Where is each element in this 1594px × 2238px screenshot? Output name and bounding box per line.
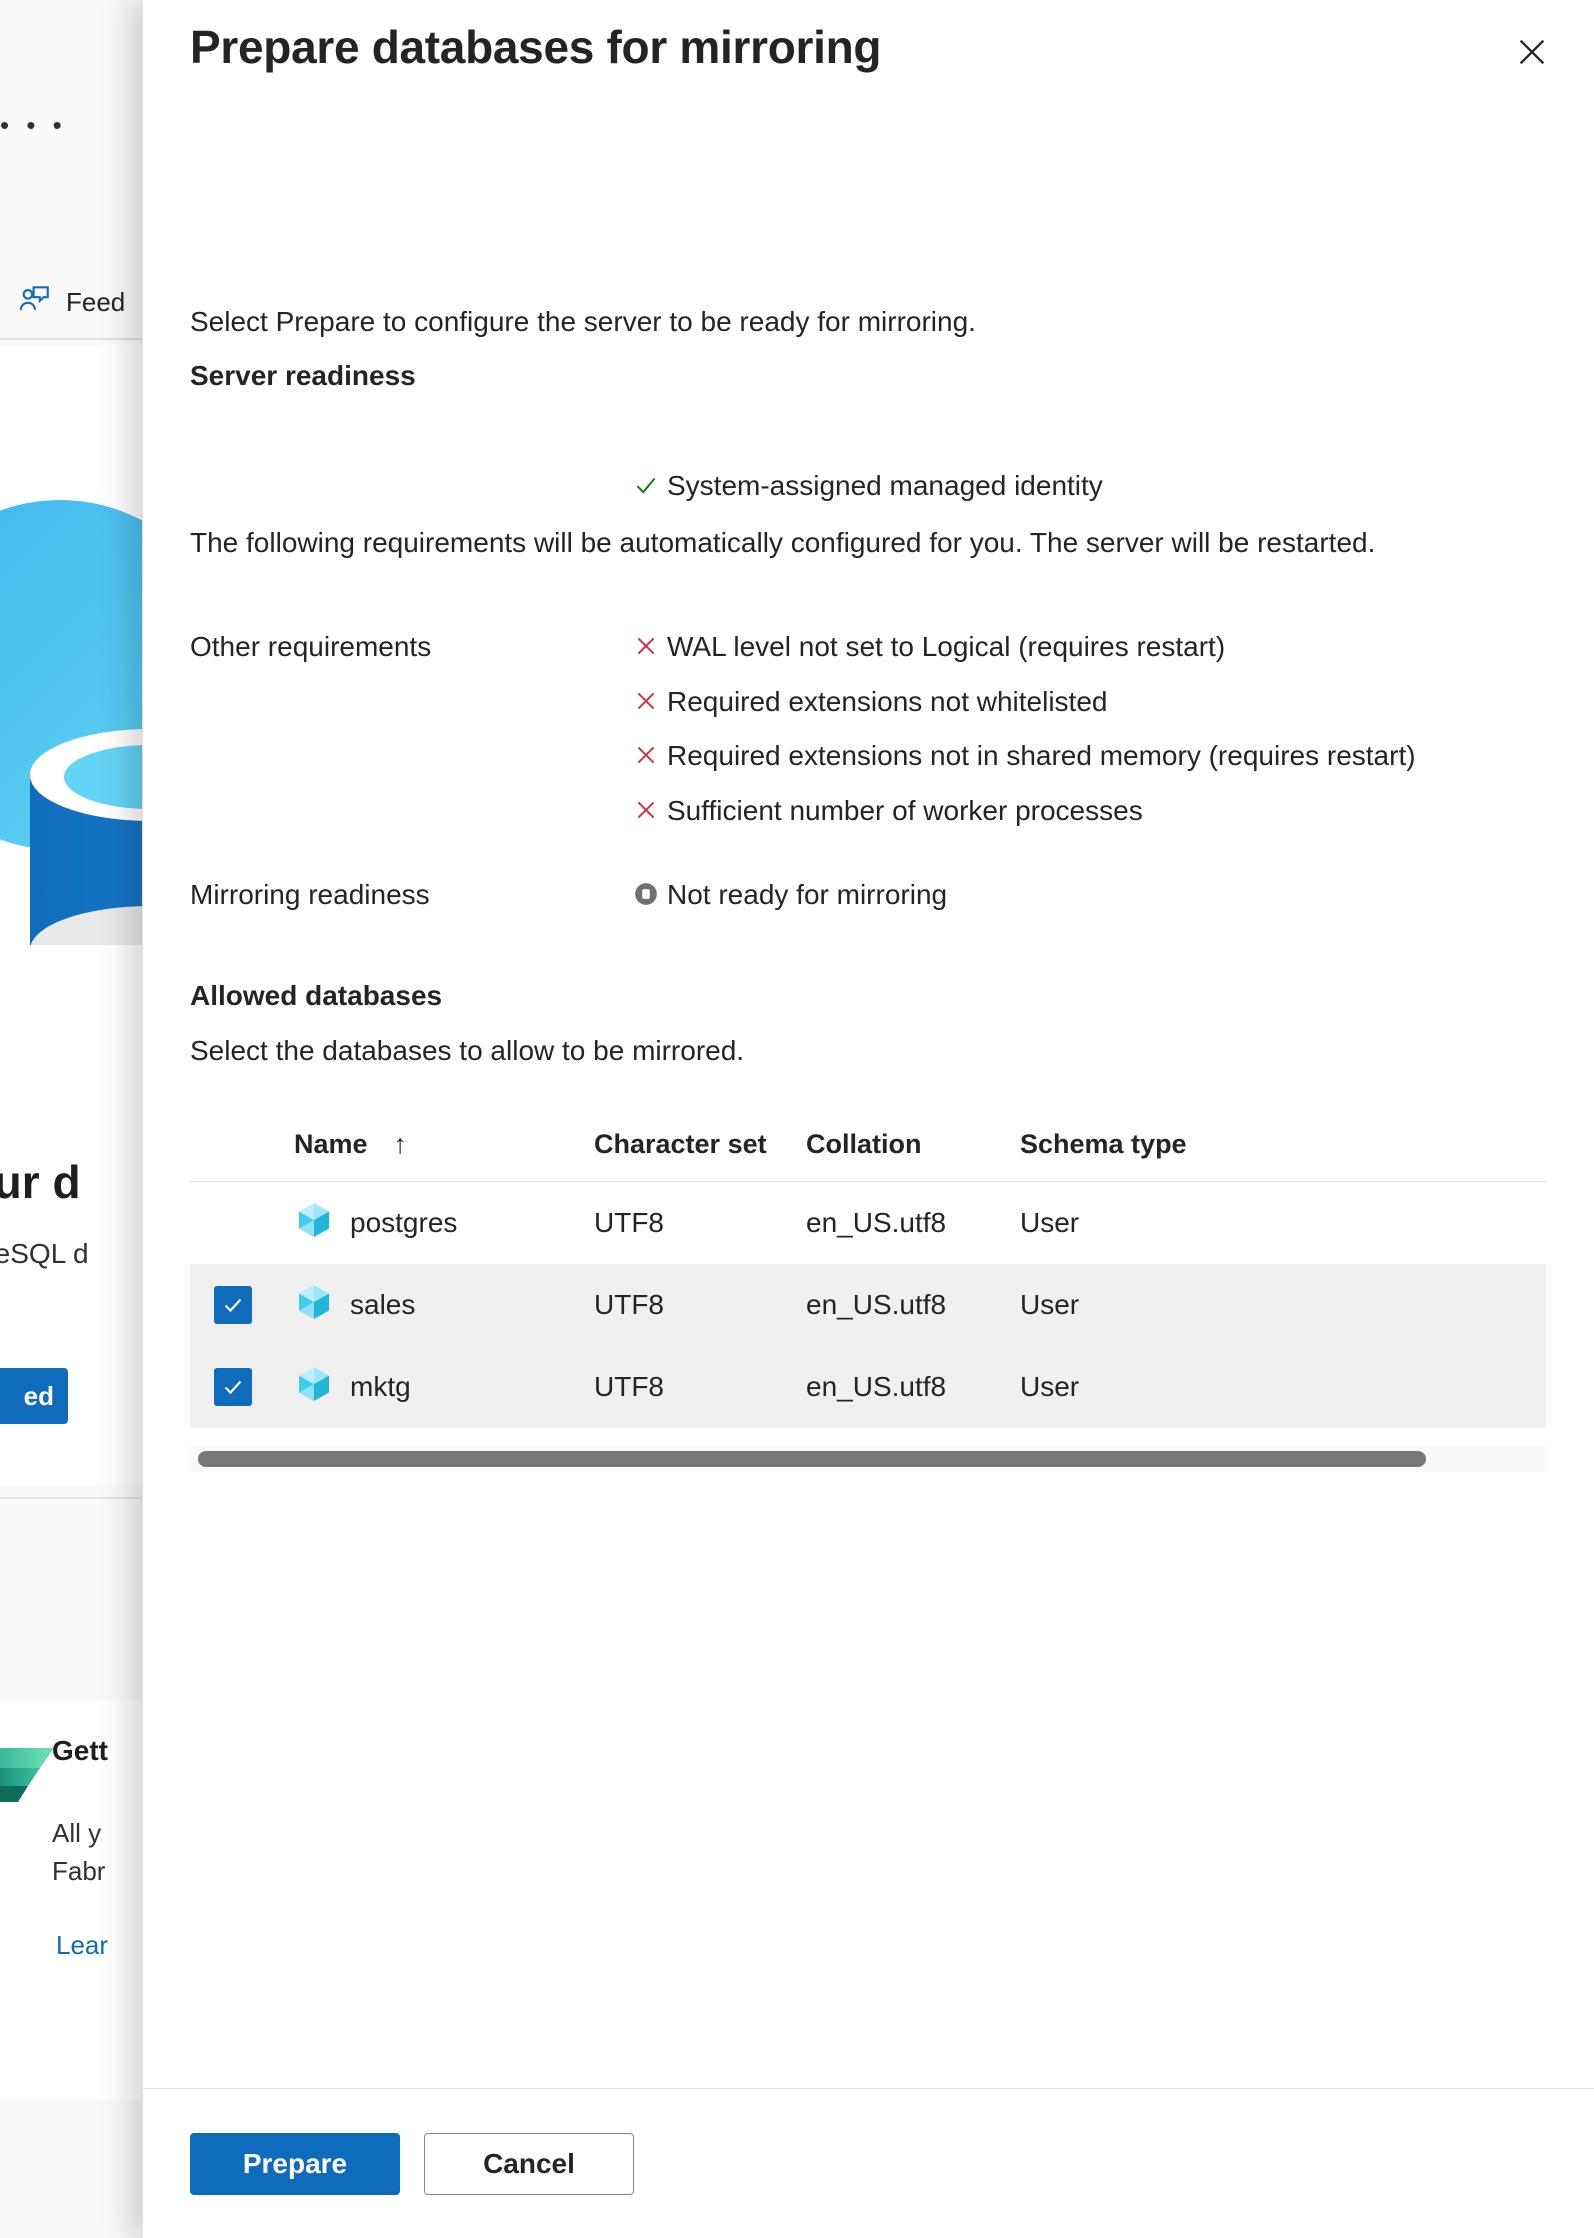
horizontal-scrollbar-thumb[interactable]: [198, 1451, 1426, 1467]
row-checkbox-checked[interactable]: [214, 1285, 252, 1324]
auto-configure-note: The following requirements will be autom…: [190, 527, 1376, 558]
horizontal-scrollbar[interactable]: [190, 1446, 1546, 1472]
status-item: Not ready for mirroring: [633, 876, 1546, 918]
column-header-name[interactable]: Name ↑: [294, 1129, 594, 1160]
table-row[interactable]: sales UTF8 en_US.utf8 User: [190, 1264, 1546, 1346]
feedback-icon: [18, 283, 52, 322]
panel-header: Prepare databases for mirroring: [142, 0, 1594, 120]
requirement-label: Required extensions not in shared memory…: [667, 740, 1416, 772]
background-hero-button[interactable]: ed: [0, 1368, 68, 1424]
column-header-collation[interactable]: Collation: [806, 1129, 922, 1159]
mirroring-readiness-status-label: Not ready for mirroring: [667, 879, 948, 910]
server-readiness-heading: Server readiness: [190, 360, 416, 391]
mirroring-readiness-row: Mirroring readiness Not ready for mirror…: [190, 876, 1546, 918]
database-name-label: sales: [350, 1288, 416, 1320]
column-header-schema-type[interactable]: Schema type: [1020, 1129, 1187, 1159]
requirement-item: Required extensions not in shared memory…: [633, 737, 1546, 779]
table-header-row: Name ↑ Character set Collation Schema typ…: [190, 1108, 1546, 1182]
column-header-character-set[interactable]: Character set: [594, 1129, 767, 1159]
status-item: System-assigned managed identity: [633, 467, 1546, 509]
cell-name: mktg: [294, 1364, 594, 1409]
cell-character-set: UTF8: [594, 1206, 664, 1238]
requirement-label: Required extensions not whitelisted: [667, 685, 1108, 717]
cell-collation: en_US.utf8: [806, 1206, 947, 1238]
background-hero-subtitle: stgreSQL d: [0, 1238, 89, 1269]
x-icon: [633, 631, 659, 670]
allowed-databases-heading: Allowed databases: [190, 980, 443, 1011]
other-requirements-row: Other requirements WAL level not set to …: [190, 628, 1546, 834]
x-icon: [633, 740, 659, 779]
database-cube-icon: [294, 1200, 334, 1245]
sort-ascending-icon: ↑: [393, 1129, 408, 1159]
requirement-label: Sufficient number of worker processes: [667, 794, 1143, 826]
table-body: postgres UTF8 en_US.utf8 User sales UTF8 en_US…: [190, 1182, 1546, 1428]
cancel-button[interactable]: Cancel: [424, 2132, 634, 2195]
row-select-cell[interactable]: [190, 1285, 294, 1324]
mirroring-readiness-label: Mirroring readiness: [190, 879, 430, 910]
panel-left-edge: [142, 0, 143, 2238]
overflow-menu-icon[interactable]: • • •: [0, 110, 67, 140]
get-started-learn-more-link[interactable]: Lear: [56, 1930, 109, 1960]
cell-schema-type: User: [1020, 1206, 1080, 1238]
cloud-database-illustration: [0, 345, 160, 945]
prepare-databases-panel: Prepare databases for mirroring Select P…: [142, 0, 1594, 2238]
requirement-item: Required extensions not whitelisted: [633, 683, 1546, 725]
table-row[interactable]: postgres UTF8 en_US.utf8 User: [190, 1182, 1546, 1264]
page-title: Prepare databases for mirroring: [190, 21, 882, 73]
row-checkbox-checked[interactable]: [214, 1367, 252, 1406]
cell-collation: en_US.utf8: [806, 1288, 947, 1320]
database-name-label: postgres: [350, 1206, 458, 1238]
databases-table: Name ↑ Character set Collation Schema typ…: [190, 1108, 1546, 1428]
database-name-label: mktg: [350, 1370, 411, 1402]
x-icon: [633, 686, 659, 725]
column-header-name-label: Name: [294, 1129, 368, 1159]
feedback-label: Feed: [66, 287, 126, 317]
cell-schema-type: User: [1020, 1370, 1080, 1402]
identity-status-label: System-assigned managed identity: [667, 470, 1103, 501]
other-requirements-label: Other requirements: [190, 631, 432, 662]
other-requirements-list: WAL level not set to Logical (requires r…: [633, 628, 1546, 834]
requirement-item: Sufficient number of worker processes: [633, 792, 1546, 834]
background-divider: [0, 338, 150, 340]
cell-character-set: UTF8: [594, 1370, 664, 1402]
identity-row-values: System-assigned managed identity: [633, 467, 1546, 509]
blocked-icon: [633, 879, 659, 918]
panel-footer: Prepare Cancel: [142, 2088, 1594, 2238]
cell-name: postgres: [294, 1200, 594, 1245]
fabric-logo-icon: [0, 1740, 58, 1811]
cell-collation: en_US.utf8: [806, 1370, 947, 1402]
background-hero-title: your d: [0, 1156, 81, 1208]
prepare-button[interactable]: Prepare: [190, 2132, 400, 2195]
check-icon: [633, 470, 659, 509]
database-cube-icon: [294, 1364, 334, 1409]
row-select-cell[interactable]: [190, 1367, 294, 1406]
background-card-divider: [0, 1497, 150, 1499]
requirement-item: WAL level not set to Logical (requires r…: [633, 628, 1546, 670]
mirroring-readiness-values: Not ready for mirroring: [633, 876, 1546, 918]
cell-name: sales: [294, 1282, 594, 1327]
requirement-label: WAL level not set to Logical (requires r…: [667, 631, 1226, 662]
table-row[interactable]: mktg UTF8 en_US.utf8 User: [190, 1346, 1546, 1428]
cell-character-set: UTF8: [594, 1288, 664, 1320]
identity-status-row: System-assigned managed identity: [190, 467, 1546, 509]
get-started-title: Gett: [52, 1735, 108, 1766]
get-started-body: All y Fabr: [52, 1818, 106, 1886]
close-icon[interactable]: [1504, 24, 1560, 80]
allowed-databases-subtitle: Select the databases to allow to be mirr…: [190, 1035, 745, 1066]
panel-body: Select Prepare to configure the server t…: [142, 120, 1594, 2238]
x-icon: [633, 795, 659, 834]
feedback-button[interactable]: Feed: [18, 283, 125, 322]
database-cube-icon: [294, 1282, 334, 1327]
cell-schema-type: User: [1020, 1288, 1080, 1320]
panel-intro-text: Select Prepare to configure the server t…: [190, 306, 976, 337]
